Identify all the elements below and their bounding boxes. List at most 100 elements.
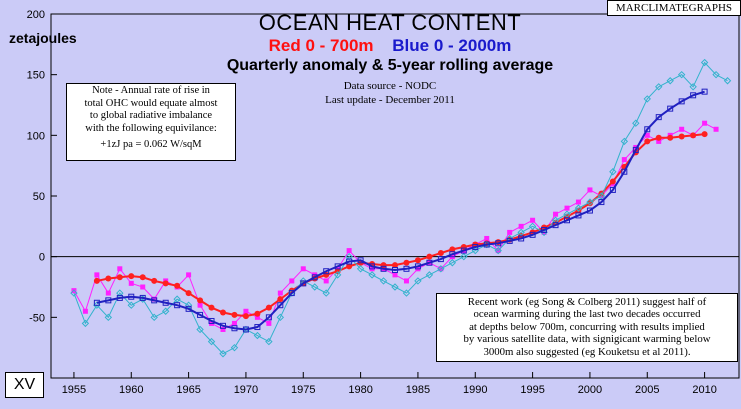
data-point [644, 126, 651, 133]
note-line: total OHC would equate almost [84, 97, 218, 109]
data-point [379, 277, 388, 285]
data-point [151, 296, 157, 302]
data-point [117, 266, 123, 272]
data-point [391, 283, 399, 291]
data-point [265, 314, 272, 321]
data-point [666, 77, 674, 85]
data-point [392, 272, 398, 278]
data-point [586, 198, 594, 206]
data-point [266, 320, 272, 326]
data-point [460, 247, 467, 254]
data-point [300, 280, 307, 287]
y-tick-label: -50 [29, 312, 45, 324]
data-point [449, 246, 456, 253]
recent-line: Recent work (eg Song & Colberg 2011) sug… [467, 296, 707, 308]
data-point [529, 231, 536, 238]
note-equation: +1zJ pa = 0.062 W/sqM [100, 139, 202, 150]
data-point [288, 290, 295, 297]
data-point [506, 237, 513, 244]
data-point [551, 216, 560, 224]
series-line [73, 61, 728, 355]
data-point [701, 131, 708, 138]
data-point [414, 257, 421, 264]
data-point [723, 77, 732, 85]
data-point [93, 299, 100, 306]
data-point [345, 252, 353, 261]
data-point [507, 229, 513, 235]
data-point [655, 114, 662, 121]
data-point [254, 314, 260, 320]
data-point [380, 265, 387, 272]
data-point [678, 133, 685, 140]
data-point [207, 337, 216, 346]
chart-title: OCEAN HEAT CONTENT [258, 10, 522, 35]
legend-blue: Blue 0 - 2000m [392, 36, 512, 55]
data-point [369, 263, 376, 270]
data-point [632, 119, 640, 127]
data-point [127, 301, 135, 309]
data-point [197, 311, 204, 318]
data-point [644, 138, 651, 145]
data-point [197, 297, 204, 304]
data-point [621, 168, 628, 175]
x-tick-label: 2010 [692, 384, 716, 396]
data-point [552, 222, 559, 229]
data-point [403, 278, 409, 284]
x-tick-label: 1980 [348, 384, 372, 396]
data-point [243, 308, 249, 314]
data-point [346, 248, 352, 254]
data-point [713, 126, 719, 132]
legend-red: Red 0 - 700m [268, 36, 374, 55]
data-point [151, 297, 158, 304]
y-axis-label: zetajoules [9, 30, 77, 46]
data-point [185, 305, 192, 312]
data-point [655, 134, 662, 141]
data-point [128, 280, 134, 286]
x-tick-label: 1990 [463, 384, 487, 396]
x-tick-label: 2005 [635, 384, 659, 396]
data-point [186, 272, 192, 278]
data-point [425, 271, 434, 279]
data-point [139, 294, 146, 301]
source-info: Data source - NODC Last update - Decembe… [240, 79, 540, 107]
data-point [253, 331, 262, 340]
data-point [105, 297, 112, 304]
data-point [414, 277, 422, 285]
data-point [403, 259, 410, 266]
data-point [690, 132, 697, 139]
data-point [575, 199, 581, 205]
data-point [494, 246, 502, 255]
data-point [323, 278, 329, 284]
data-point [472, 243, 479, 250]
data-point [564, 217, 570, 224]
data-point [139, 274, 146, 281]
data-point [655, 83, 663, 91]
recent-line: by various satellite data, with signigic… [463, 333, 711, 346]
brand-label: MARCLIMATEGRAPHS [607, 0, 741, 16]
data-point [93, 277, 100, 284]
data-point [346, 263, 353, 270]
data-point [679, 126, 685, 132]
x-tick-label: 1975 [291, 384, 315, 396]
recent-line: 3000m also suggested (eg Kouketsu et al … [483, 345, 691, 358]
data-point [368, 271, 376, 279]
x-tick-label: 2000 [578, 384, 602, 396]
data-point [563, 210, 571, 218]
data-point [632, 146, 639, 153]
data-point [587, 187, 593, 193]
data-point [414, 263, 421, 270]
data-point [219, 350, 227, 358]
data-point [689, 83, 697, 91]
data-point [518, 235, 525, 242]
data-point [357, 257, 364, 264]
data-point [277, 296, 284, 303]
data-point [128, 293, 135, 300]
x-tick-label: 1985 [406, 384, 430, 396]
data-point [220, 322, 226, 329]
chart-subtitle-2: Quarterly anomaly & 5-year rolling avera… [226, 57, 554, 74]
recent-work-box: Recent work (eg Song & Colberg 2011) sug… [436, 293, 738, 362]
note-line: Note - Annual rate of rise in [92, 85, 210, 96]
data-point [185, 290, 192, 297]
x-tick-label: 1965 [176, 384, 200, 396]
